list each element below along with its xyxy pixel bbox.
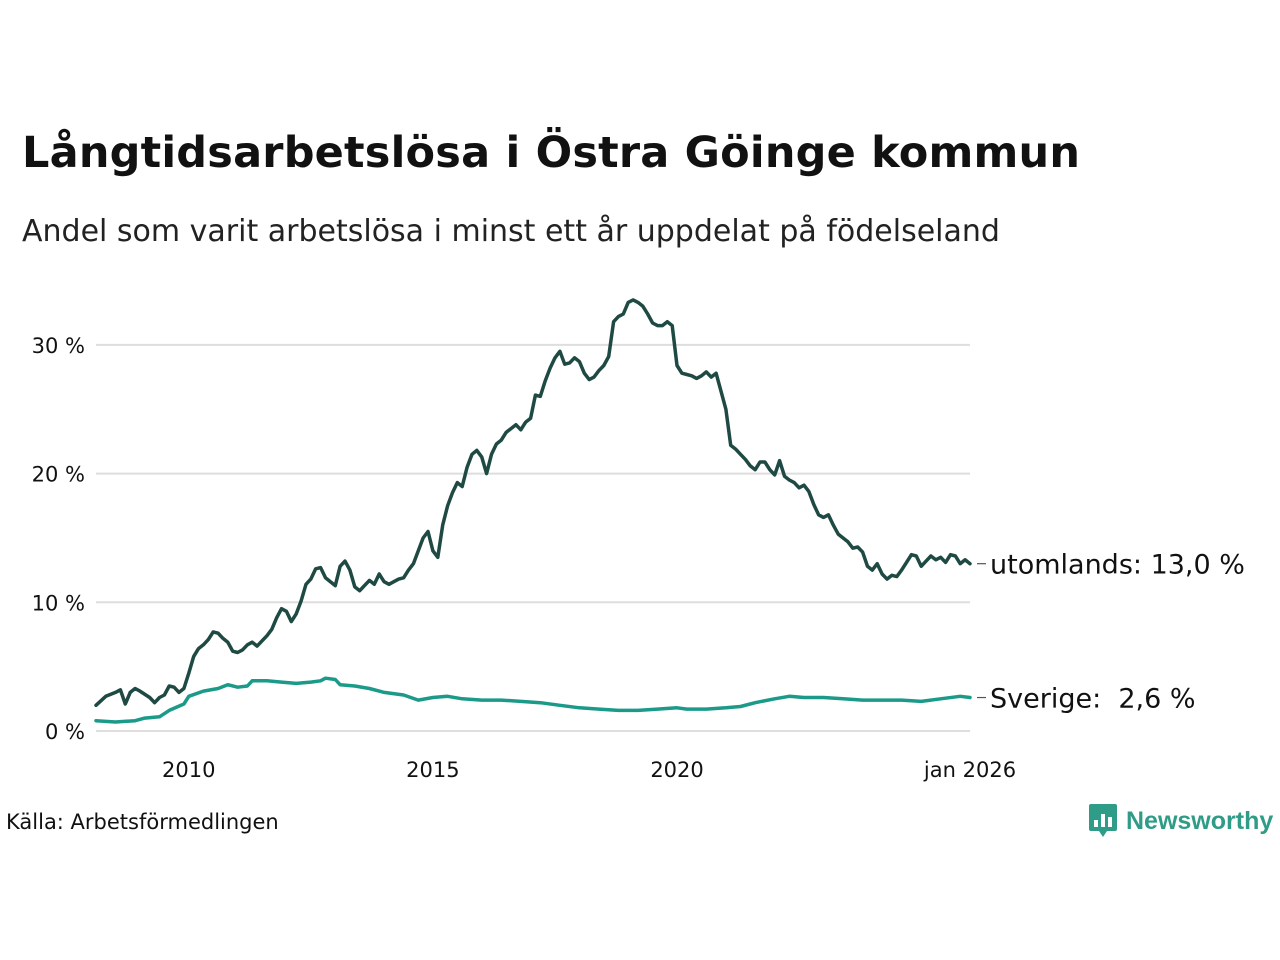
y-tick-label: 20 % [32, 463, 85, 487]
brand-logo: Newsworthy [1088, 802, 1273, 840]
chart-title: Långtidsarbetslösa i Östra Göinge kommun [22, 128, 1081, 178]
chart-subtitle: Andel som varit arbetslösa i minst ett å… [22, 214, 1000, 249]
end-label-utomlands: utomlands: 13,0 % [990, 550, 1245, 581]
series-line-utomlands [94, 298, 972, 708]
x-tick-label: jan 2026 [923, 758, 1016, 782]
series-line-sverige [94, 676, 972, 724]
x-tick-label: 2010 [162, 758, 215, 782]
series-group [94, 298, 972, 724]
y-axis: 0 % 10 % 20 % 30 % [32, 334, 85, 744]
brand-name: Newsworthy [1126, 806, 1274, 835]
x-axis: 2010 2015 2020 jan 2026 [162, 758, 1016, 782]
newsworthy-logo-icon [1089, 804, 1117, 837]
gridlines [96, 343, 970, 732]
x-tick-label: 2015 [406, 758, 459, 782]
end-labels: utomlands: 13,0 % Sverige: 2,6 % [977, 550, 1245, 715]
y-tick-label: 10 % [32, 591, 85, 615]
source-note: Källa: Arbetsförmedlingen [6, 810, 279, 834]
end-label-sverige: Sverige: 2,6 % [990, 684, 1196, 715]
x-tick-label: 2020 [650, 758, 703, 782]
y-tick-label: 0 % [45, 720, 85, 744]
y-tick-label: 30 % [32, 334, 85, 358]
